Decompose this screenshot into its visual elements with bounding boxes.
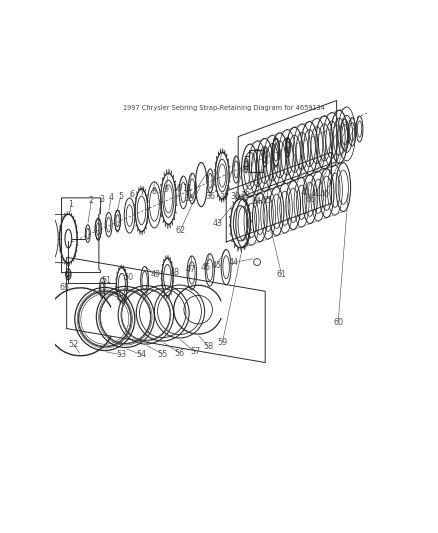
Text: 65: 65 bbox=[261, 196, 272, 205]
Text: 63: 63 bbox=[60, 284, 70, 292]
Text: 8: 8 bbox=[152, 187, 156, 196]
Text: 56: 56 bbox=[175, 349, 185, 358]
Text: 48: 48 bbox=[169, 268, 179, 277]
Text: 2: 2 bbox=[89, 196, 94, 205]
Text: 1997 Chrysler Sebring Strap-Retaining Diagram for 4659134: 1997 Chrysler Sebring Strap-Retaining Di… bbox=[124, 104, 325, 110]
Text: 10: 10 bbox=[173, 184, 183, 193]
Text: 36: 36 bbox=[205, 192, 215, 201]
Text: 61: 61 bbox=[276, 270, 286, 279]
Text: 59: 59 bbox=[217, 338, 228, 347]
Text: 47: 47 bbox=[185, 265, 196, 273]
Text: 64: 64 bbox=[251, 197, 261, 206]
Text: 11: 11 bbox=[182, 184, 192, 193]
Text: 6: 6 bbox=[130, 190, 134, 199]
Text: 58: 58 bbox=[203, 342, 213, 351]
Text: 5: 5 bbox=[118, 192, 123, 201]
Bar bbox=[249, 150, 263, 172]
Text: 41: 41 bbox=[311, 189, 321, 198]
Text: 60: 60 bbox=[333, 318, 343, 327]
Text: 52: 52 bbox=[69, 340, 79, 349]
Text: 35: 35 bbox=[185, 194, 195, 203]
Text: 9: 9 bbox=[163, 184, 169, 193]
Text: 46: 46 bbox=[201, 263, 211, 272]
Text: 51: 51 bbox=[101, 276, 111, 285]
Text: 55: 55 bbox=[158, 350, 168, 359]
Text: 4: 4 bbox=[109, 193, 113, 203]
Text: 53: 53 bbox=[116, 350, 126, 359]
Text: 38: 38 bbox=[230, 192, 240, 201]
Text: 7: 7 bbox=[140, 188, 145, 197]
Text: 1: 1 bbox=[68, 200, 74, 209]
Text: 39: 39 bbox=[240, 191, 251, 200]
Text: 42: 42 bbox=[300, 188, 311, 197]
Text: 50: 50 bbox=[123, 273, 133, 282]
Text: 3: 3 bbox=[99, 195, 104, 204]
Text: 40: 40 bbox=[320, 190, 330, 199]
Text: 45: 45 bbox=[211, 261, 221, 270]
Text: 43: 43 bbox=[213, 219, 223, 228]
Text: 44: 44 bbox=[229, 258, 239, 267]
Text: 49: 49 bbox=[150, 270, 160, 279]
Text: 62: 62 bbox=[175, 226, 185, 235]
Text: 57: 57 bbox=[190, 348, 201, 357]
Text: 37: 37 bbox=[219, 193, 230, 203]
Text: 66: 66 bbox=[306, 196, 316, 205]
Text: 54: 54 bbox=[137, 350, 147, 359]
